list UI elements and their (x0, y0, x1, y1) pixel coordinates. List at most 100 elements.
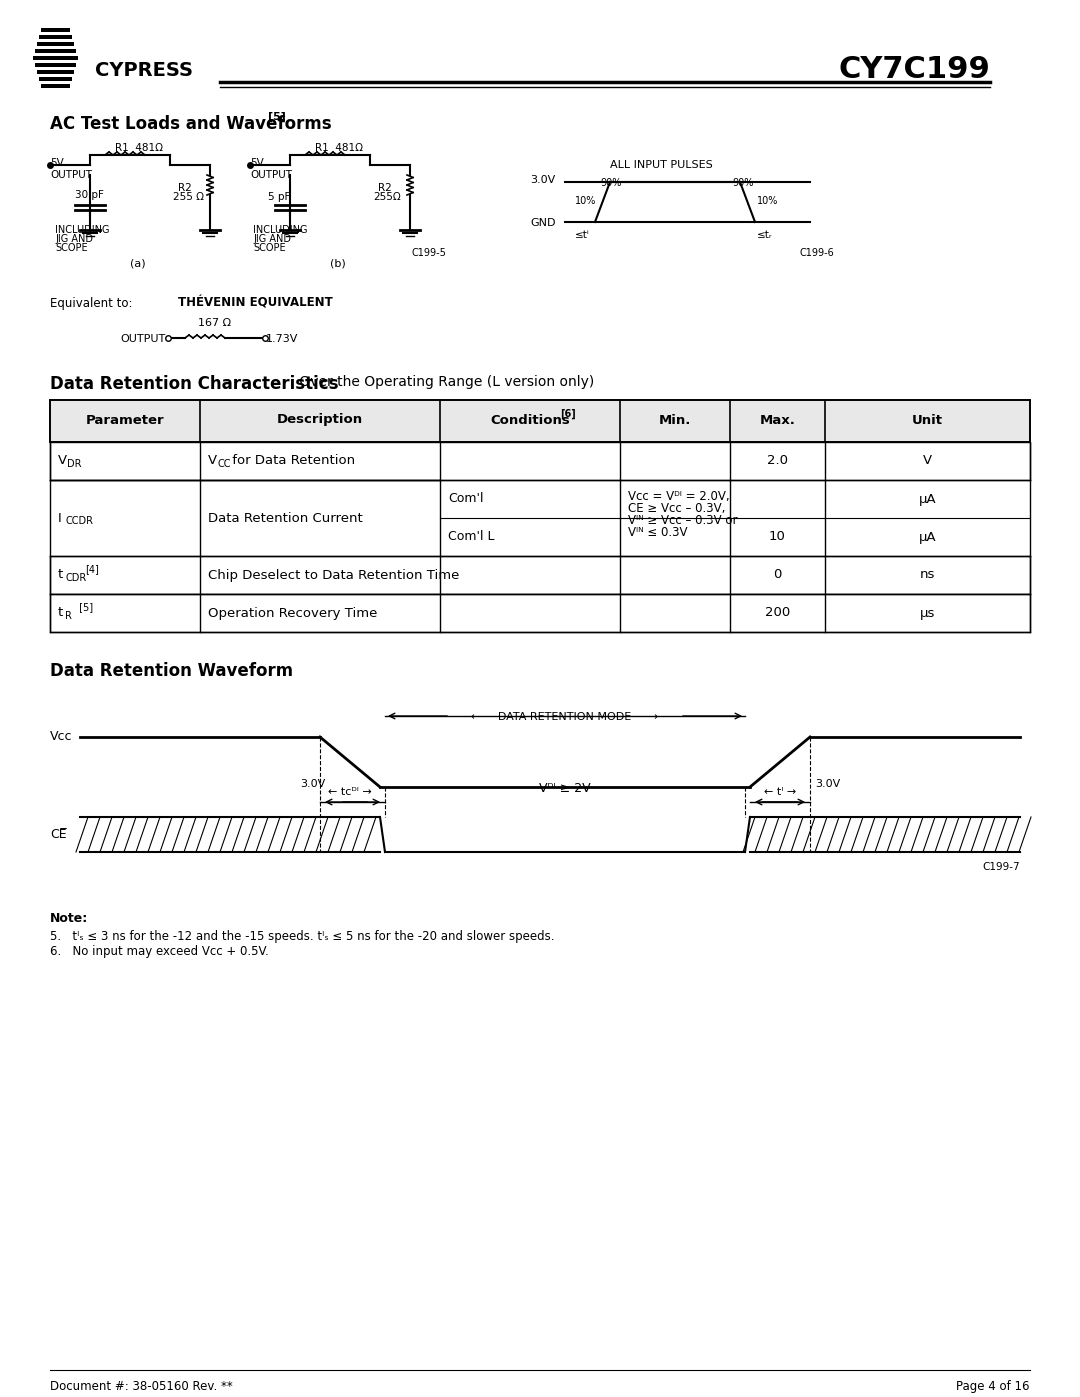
Text: Vᴵᴺ ≥ Vᴄᴄ – 0.3V or: Vᴵᴺ ≥ Vᴄᴄ – 0.3V or (627, 514, 738, 527)
Text: ns: ns (920, 569, 935, 581)
Text: JIG AND: JIG AND (55, 235, 93, 244)
Text: 30 pF: 30 pF (75, 190, 104, 200)
Text: CYPRESS: CYPRESS (95, 60, 193, 80)
Text: Document #: 38-05160 Rev. **: Document #: 38-05160 Rev. ** (50, 1380, 233, 1393)
Text: ←     DATA RETENTION MODE     →: ← DATA RETENTION MODE → (472, 712, 659, 722)
Text: 90%: 90% (732, 177, 754, 189)
Text: 5V: 5V (249, 158, 264, 168)
Bar (39, 35, 71, 39)
Bar (50, 441, 1030, 481)
Text: 3.0V: 3.0V (815, 780, 840, 789)
Text: CE ≥ Vᴄᴄ – 0.3V,: CE ≥ Vᴄᴄ – 0.3V, (627, 502, 726, 515)
Text: 1.73V: 1.73V (266, 334, 298, 344)
Text: 3.0V: 3.0V (530, 175, 555, 184)
Text: 5.   tᴵₛ ≤ 3 ns for the -12 and the -15 speeds. tᴵₛ ≤ 5 ns for the -20 and slowe: 5. tᴵₛ ≤ 3 ns for the -12 and the -15 sp… (50, 930, 554, 943)
Text: Chip Deselect to Data Retention Time: Chip Deselect to Data Retention Time (208, 569, 459, 581)
Text: 255 Ω: 255 Ω (173, 191, 204, 203)
Text: CDR: CDR (65, 573, 86, 583)
Text: SCOPE: SCOPE (253, 243, 285, 253)
Text: INCLUDING: INCLUDING (253, 225, 308, 235)
Text: V: V (208, 454, 217, 468)
Text: R1  481Ω: R1 481Ω (315, 142, 363, 154)
Text: Equivalent to:: Equivalent to: (50, 298, 133, 310)
Text: Description: Description (276, 414, 363, 426)
Text: SCOPE: SCOPE (55, 243, 87, 253)
Text: [5]: [5] (268, 112, 286, 123)
Bar (32, 56, 78, 60)
Bar (35, 63, 76, 67)
Text: Page 4 of 16: Page 4 of 16 (957, 1380, 1030, 1393)
Text: Vᴄᴄ: Vᴄᴄ (50, 731, 72, 743)
Text: Com'l: Com'l (448, 493, 484, 506)
Text: JIG AND: JIG AND (253, 235, 291, 244)
Text: OUTPUT: OUTPUT (50, 170, 92, 180)
Text: μs: μs (920, 606, 935, 619)
Text: 3.0V: 3.0V (300, 780, 325, 789)
Bar (37, 42, 73, 46)
Text: THÉVENIN EQUIVALENT: THÉVENIN EQUIVALENT (178, 298, 333, 310)
Bar (50, 400, 1030, 441)
Text: Operation Recovery Time: Operation Recovery Time (208, 606, 377, 619)
Text: Over the Operating Range (L version only): Over the Operating Range (L version only… (295, 374, 594, 388)
Text: (a): (a) (130, 258, 146, 268)
Text: R: R (65, 610, 72, 622)
Bar (50, 594, 1030, 631)
Text: 2.0: 2.0 (767, 454, 788, 468)
Text: 90%: 90% (600, 177, 621, 189)
Text: R2: R2 (178, 183, 192, 193)
Text: DR: DR (67, 460, 81, 469)
Text: V: V (58, 454, 67, 468)
Text: for Data Retention: for Data Retention (228, 454, 355, 468)
Text: R1  481Ω: R1 481Ω (114, 142, 163, 154)
Text: ≤tⁱ: ≤tⁱ (575, 231, 590, 240)
Text: C199-6: C199-6 (800, 249, 835, 258)
Text: 167 Ω: 167 Ω (198, 319, 231, 328)
Text: Data Retention Waveform: Data Retention Waveform (50, 662, 293, 680)
Text: [6]: [6] (561, 409, 576, 419)
Text: C199-5: C199-5 (411, 249, 447, 258)
Text: 0: 0 (773, 569, 782, 581)
Text: Vᴰᴵ ≥ 2V: Vᴰᴵ ≥ 2V (539, 782, 591, 795)
Text: 10: 10 (769, 531, 786, 543)
Text: μA: μA (919, 531, 936, 543)
Text: [5]: [5] (76, 602, 93, 612)
Text: C199-7: C199-7 (983, 862, 1020, 872)
Text: OUTPUT: OUTPUT (120, 334, 165, 344)
Text: Com'l L: Com'l L (448, 531, 495, 543)
Text: Data Retention Current: Data Retention Current (208, 511, 363, 524)
Text: Unit: Unit (912, 414, 943, 426)
Text: Vᴵᴺ ≤ 0.3V: Vᴵᴺ ≤ 0.3V (627, 527, 688, 539)
Text: Vᴄᴄ = Vᴰᴵ = 2.0V,: Vᴄᴄ = Vᴰᴵ = 2.0V, (627, 490, 730, 503)
Text: CCDR: CCDR (66, 515, 94, 527)
Text: 10%: 10% (757, 196, 779, 205)
Text: t: t (58, 569, 64, 581)
Text: V: V (923, 454, 932, 468)
Text: 255Ω: 255Ω (373, 191, 401, 203)
Text: Conditions: Conditions (490, 414, 570, 426)
Bar (41, 84, 69, 88)
Text: (b): (b) (330, 258, 346, 268)
Text: 5V: 5V (50, 158, 64, 168)
Text: GND: GND (530, 218, 555, 228)
Bar (50, 556, 1030, 594)
Text: 200: 200 (765, 606, 791, 619)
Text: Parameter: Parameter (85, 414, 164, 426)
Text: CE̅: CE̅ (50, 828, 67, 841)
Text: CY7C199: CY7C199 (838, 56, 990, 84)
Bar (37, 70, 73, 74)
Text: CC: CC (217, 460, 230, 469)
Text: Data Retention Characteristics: Data Retention Characteristics (50, 374, 338, 393)
Text: [4]: [4] (85, 564, 99, 574)
Text: Note:: Note: (50, 912, 89, 925)
Bar (39, 77, 71, 81)
Text: R2: R2 (378, 183, 392, 193)
Text: INCLUDING: INCLUDING (55, 225, 109, 235)
Text: ← tᴄᴰᴵ →: ← tᴄᴰᴵ → (328, 787, 372, 798)
Text: 10%: 10% (575, 196, 596, 205)
Text: ← tᴵ →: ← tᴵ → (764, 787, 796, 798)
Text: t: t (58, 606, 64, 619)
Text: Min.: Min. (659, 414, 691, 426)
Text: I: I (58, 511, 62, 524)
Text: AC Test Loads and Waveforms: AC Test Loads and Waveforms (50, 115, 332, 133)
Text: 6.   No input may exceed Vᴄᴄ + 0.5V.: 6. No input may exceed Vᴄᴄ + 0.5V. (50, 944, 269, 958)
